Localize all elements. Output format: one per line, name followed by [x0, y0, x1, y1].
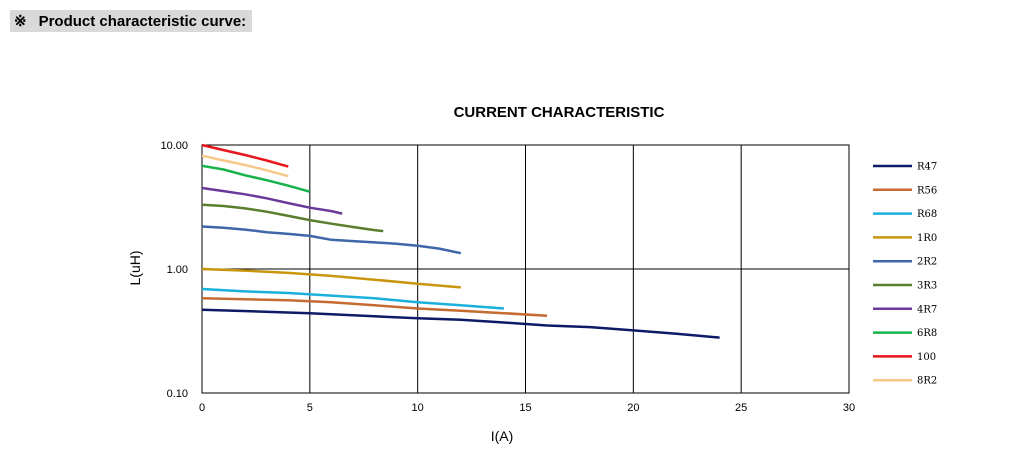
legend-label-r56: R56 [917, 185, 937, 196]
series-line-4r7 [201, 186, 343, 215]
x-tick-label: 25 [735, 402, 747, 414]
x-tick-label: 10 [412, 402, 424, 414]
y-tick-label: 1.00 [167, 264, 188, 276]
series-line-r47 [201, 308, 720, 339]
grid [201, 144, 850, 394]
x-tick-label: 30 [843, 402, 855, 414]
y-tick-label: 10.00 [160, 140, 188, 152]
legend-label-2r2: 2R2 [917, 257, 937, 268]
series-line-r68 [201, 287, 504, 310]
section-title: Product characteristic curve: [38, 12, 247, 30]
reference-mark-icon: ※ [14, 13, 27, 30]
legend-label-8r2: 8R2 [917, 376, 937, 387]
legend-label-r47: R47 [917, 162, 937, 173]
x-axis-title: I(A) [491, 428, 514, 444]
x-tick-label: 20 [627, 402, 639, 414]
x-tick-label: 0 [199, 402, 205, 414]
y-axis-title: L(uH) [127, 250, 143, 285]
series-line-r56 [201, 297, 548, 317]
legend-label-3r3: 3R3 [917, 281, 937, 292]
x-tick-label: 5 [307, 402, 313, 414]
legend-label-4r7: 4R7 [917, 304, 937, 315]
legend: R47 R56 R68 1R0 2R2 3R3 4R7 6R8 100 8R2 [873, 162, 937, 387]
legend-label-100: 100 [917, 352, 936, 363]
legend-label-6r8: 6R8 [917, 328, 937, 339]
series-line-6r8 [201, 164, 311, 193]
series-line-1r0 [201, 267, 461, 289]
series-lines [201, 143, 720, 339]
legend-label-r68: R68 [917, 209, 937, 220]
series-line-8r2 [201, 154, 289, 178]
section-header: ※ Product characteristic curve: [10, 10, 253, 32]
series-line-100 [201, 143, 289, 168]
series-line-3r3 [201, 203, 384, 233]
tick-labels: 0 5 10 15 20 25 30 0.10 1.00 10.00 [160, 140, 855, 414]
series-line-2r2 [201, 225, 462, 255]
x-tick-label: 15 [519, 402, 531, 414]
y-tick-label: 0.10 [167, 388, 188, 400]
legend-label-1r0: 1R0 [917, 233, 937, 244]
chart-title: CURRENT CHARACTERISTIC [454, 104, 665, 121]
